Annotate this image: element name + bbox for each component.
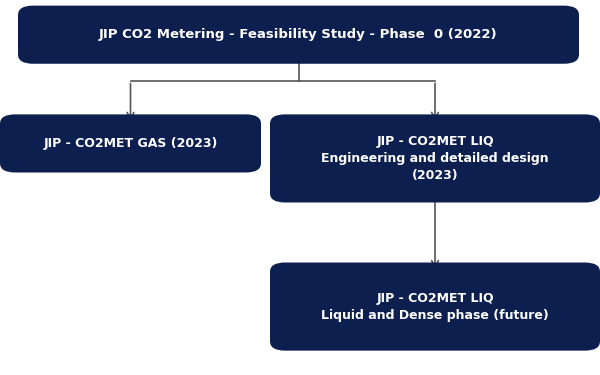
Text: JIP - CO2MET LIQ
Liquid and Dense phase (future): JIP - CO2MET LIQ Liquid and Dense phase … — [321, 292, 549, 322]
Text: JIP - CO2MET LIQ
Engineering and detailed design
(2023): JIP - CO2MET LIQ Engineering and detaile… — [321, 135, 549, 182]
Text: JIP CO2 Metering - Feasibility Study - Phase  0 (2022): JIP CO2 Metering - Feasibility Study - P… — [99, 28, 498, 41]
Text: JIP - CO2MET GAS (2023): JIP - CO2MET GAS (2023) — [43, 137, 218, 150]
FancyBboxPatch shape — [0, 114, 261, 172]
FancyBboxPatch shape — [18, 6, 579, 64]
FancyBboxPatch shape — [270, 114, 600, 202]
FancyBboxPatch shape — [270, 262, 600, 351]
